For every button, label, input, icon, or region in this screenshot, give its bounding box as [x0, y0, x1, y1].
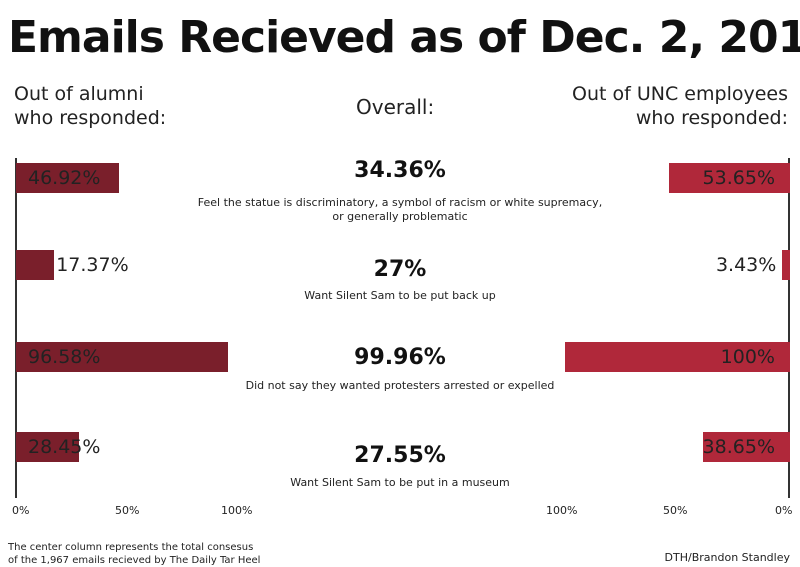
alumni-value-label-0: 46.92%: [28, 167, 101, 189]
employees-value-label-3: 38.65%: [702, 436, 775, 458]
alumni-tick-100: 100%: [221, 504, 253, 517]
footnote: The center column represents the total c…: [8, 541, 260, 567]
employees-tick-50: 50%: [663, 504, 688, 517]
alumni-value-label-2: 96.58%: [28, 346, 101, 368]
alumni-tick-50: 50%: [115, 504, 140, 517]
alumni-bar-3: [16, 432, 79, 462]
alumni-tick-0: 0%: [12, 504, 30, 517]
overall-value-label-0: 34.36%: [354, 158, 446, 183]
employees-tick-0: 0%: [775, 504, 793, 517]
employees-header-line2: who responded:: [635, 107, 788, 129]
employees-bar-2: [565, 342, 790, 372]
employees-axis-line: [788, 158, 790, 498]
alumni-axis-line: [15, 158, 17, 498]
alumni-value-label-1: 17.37%: [56, 254, 129, 276]
employees-bar-3: [703, 432, 790, 462]
category-description-1-line-0: Want Silent Sam to be put back up: [304, 289, 496, 302]
category-description-3-line-0: Want Silent Sam to be put in a museum: [290, 476, 510, 489]
alumni-bar-2: [16, 342, 229, 372]
employees-header-line1: Out of UNC employees: [572, 83, 788, 105]
employees-tick-100: 100%: [546, 504, 578, 517]
employees-value-label-1: 3.43%: [715, 254, 777, 276]
employees-bar-0: [669, 163, 790, 193]
overall-value-label-1: 27%: [373, 257, 427, 282]
employees-bar-1: [782, 250, 790, 280]
alumni-column-header: Out of alumni who responded:: [14, 82, 166, 130]
alumni-header-line1: Out of alumni: [14, 83, 144, 105]
category-description-0-line-1: or generally problematic: [332, 210, 468, 223]
alumni-header-line2: who responded:: [14, 107, 167, 129]
category-description-2-line-0: Did not say they wanted protesters arres…: [245, 379, 555, 392]
footnote-line2: of the 1,967 emails recieved by The Dail…: [8, 555, 261, 566]
overall-value-label-3: 27.55%: [354, 443, 446, 468]
overall-column-header: Overall:: [356, 95, 435, 119]
page-title: Emails Recieved as of Dec. 2, 2018: [8, 12, 800, 63]
alumni-bar-0: [16, 163, 120, 193]
overall-value-label-2: 99.96%: [354, 345, 446, 370]
employees-value-label-0: 53.65%: [702, 167, 775, 189]
employees-value-label-2: 100%: [720, 346, 775, 368]
category-description-0-line-0: Feel the statue is discriminatory, a sym…: [197, 196, 603, 209]
employees-column-header: Out of UNC employees who responded:: [572, 82, 788, 130]
alumni-bar-1: [16, 250, 55, 280]
credit: DTH/Brandon Standley: [664, 551, 790, 564]
footnote-line1: The center column represents the total c…: [8, 542, 254, 553]
alumni-value-label-3: 28.45%: [28, 436, 101, 458]
